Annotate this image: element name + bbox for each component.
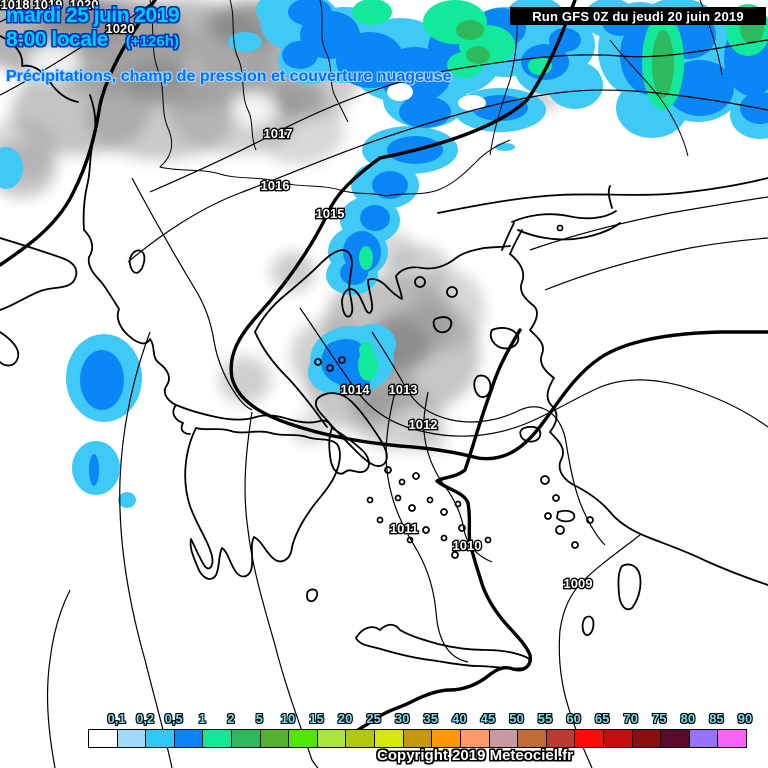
map-subtitle: Précipitations, champ de pression et cou… bbox=[6, 68, 452, 85]
legend-color-cell bbox=[660, 730, 689, 747]
legend-color-cell bbox=[89, 730, 117, 747]
isobar-label: 1016 bbox=[261, 178, 290, 193]
precipitation-layer bbox=[0, 0, 768, 508]
header-block: mardi 25 juin 2019 8:00 locale (+126h) bbox=[6, 4, 180, 52]
precipitation-legend-bar bbox=[88, 729, 747, 748]
isobar-label: 1020 bbox=[70, 0, 99, 12]
legend-color-cell bbox=[545, 730, 575, 747]
forecast-offset-label: (+126h) bbox=[125, 33, 179, 50]
legend-color-cell bbox=[602, 730, 632, 747]
legend-color-cell bbox=[431, 730, 460, 747]
copyright-label: Copyright 2019 Meteociel.fr bbox=[377, 747, 573, 764]
isobar-label: 1020 bbox=[106, 21, 135, 36]
legend-color-cell bbox=[288, 730, 317, 747]
legend-color-cell bbox=[459, 730, 489, 747]
legend-color-cell bbox=[488, 730, 518, 747]
isobar-label: 1011 bbox=[390, 521, 418, 536]
time-row: 8:00 locale (+126h) bbox=[6, 28, 179, 52]
isobar-label: 1013 bbox=[389, 382, 418, 397]
date-label: mardi 25 juin 2019 bbox=[6, 4, 180, 27]
isobar-label: 1019 bbox=[34, 0, 63, 12]
isobar-label: 1010 bbox=[453, 538, 482, 553]
legend-color-cell bbox=[259, 730, 289, 747]
legend-color-cell bbox=[345, 730, 375, 747]
legend-color-cell bbox=[145, 730, 174, 747]
precip-gaps bbox=[387, 83, 486, 111]
legend-color-cell bbox=[374, 730, 403, 747]
legend-color-cell bbox=[173, 730, 203, 747]
small-islands bbox=[314, 224, 594, 559]
time-label: 8:00 locale bbox=[6, 28, 108, 51]
legend-color-cell bbox=[231, 730, 260, 747]
legend-color-cell bbox=[402, 730, 432, 747]
legend-color-cell bbox=[517, 730, 546, 747]
legend-color-cell bbox=[574, 730, 603, 747]
isobar-labels: 1018 1019 1020 1020 1017 1016 1015 1014 1013 1012… bbox=[0, 0, 594, 592]
legend-color-cell bbox=[316, 730, 346, 747]
legend-color-cell bbox=[631, 730, 661, 747]
run-info-banner: Run GFS 0Z du jeudi 20 juin 2019 bbox=[510, 7, 766, 25]
isobar-label: 1018 bbox=[1, 0, 30, 12]
isobar-label: 1012 bbox=[409, 417, 438, 432]
coastline-layer bbox=[0, 35, 768, 670]
isobar-label: 1009 bbox=[564, 576, 593, 591]
legend-color-cell bbox=[202, 730, 232, 747]
legend-color-cell bbox=[717, 730, 747, 747]
isobar-label: 1017 bbox=[264, 126, 293, 141]
legend-color-cell bbox=[116, 730, 146, 747]
isobar-label: 1014 bbox=[341, 382, 371, 397]
isobar-label: 1015 bbox=[316, 206, 345, 221]
border-layer bbox=[149, 0, 723, 197]
legend-color-cell bbox=[688, 730, 718, 747]
